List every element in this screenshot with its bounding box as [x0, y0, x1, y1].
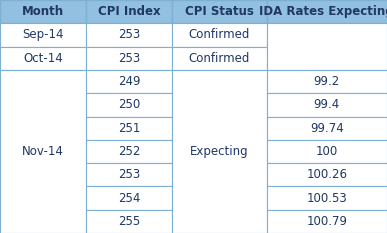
- Text: 253: 253: [118, 52, 140, 65]
- Bar: [267, 186, 387, 210]
- Text: Expecting: Expecting: [190, 145, 248, 158]
- Text: 99.2: 99.2: [314, 75, 340, 88]
- Text: 100.53: 100.53: [307, 192, 347, 205]
- Text: 255: 255: [118, 215, 140, 228]
- Text: 250: 250: [118, 98, 140, 111]
- Bar: [0, 23, 86, 47]
- Bar: [86, 47, 172, 70]
- Text: Month: Month: [22, 5, 64, 18]
- Text: 253: 253: [118, 168, 140, 181]
- Text: Oct-14: Oct-14: [23, 52, 63, 65]
- Bar: [267, 140, 387, 163]
- Text: 251: 251: [118, 122, 140, 135]
- Text: IDA Rates Expecting: IDA Rates Expecting: [260, 5, 387, 18]
- Bar: [86, 163, 172, 186]
- Text: CPI Index: CPI Index: [98, 5, 160, 18]
- Bar: [86, 0, 172, 23]
- Bar: [267, 0, 387, 23]
- Text: Confirmed: Confirmed: [188, 28, 250, 41]
- Bar: [172, 23, 267, 47]
- Bar: [172, 0, 267, 23]
- Bar: [0, 47, 86, 70]
- Bar: [86, 93, 172, 116]
- Bar: [86, 70, 172, 93]
- Bar: [86, 210, 172, 233]
- Bar: [267, 93, 387, 116]
- Text: Confirmed: Confirmed: [188, 52, 250, 65]
- Bar: [267, 210, 387, 233]
- Text: 100.79: 100.79: [306, 215, 347, 228]
- Text: 99.4: 99.4: [314, 98, 340, 111]
- Bar: [267, 23, 387, 70]
- Text: 100.26: 100.26: [306, 168, 347, 181]
- Bar: [267, 70, 387, 93]
- Bar: [267, 163, 387, 186]
- Bar: [0, 0, 86, 23]
- Text: 249: 249: [118, 75, 140, 88]
- Bar: [172, 70, 267, 233]
- Text: 100: 100: [316, 145, 338, 158]
- Text: 252: 252: [118, 145, 140, 158]
- Bar: [267, 116, 387, 140]
- Bar: [86, 23, 172, 47]
- Text: Nov-14: Nov-14: [22, 145, 64, 158]
- Text: Sep-14: Sep-14: [22, 28, 64, 41]
- Text: 99.74: 99.74: [310, 122, 344, 135]
- Bar: [86, 116, 172, 140]
- Bar: [0, 70, 86, 233]
- Text: CPI Status: CPI Status: [185, 5, 254, 18]
- Bar: [86, 140, 172, 163]
- Text: 253: 253: [118, 28, 140, 41]
- Text: 254: 254: [118, 192, 140, 205]
- Bar: [86, 186, 172, 210]
- Bar: [172, 47, 267, 70]
